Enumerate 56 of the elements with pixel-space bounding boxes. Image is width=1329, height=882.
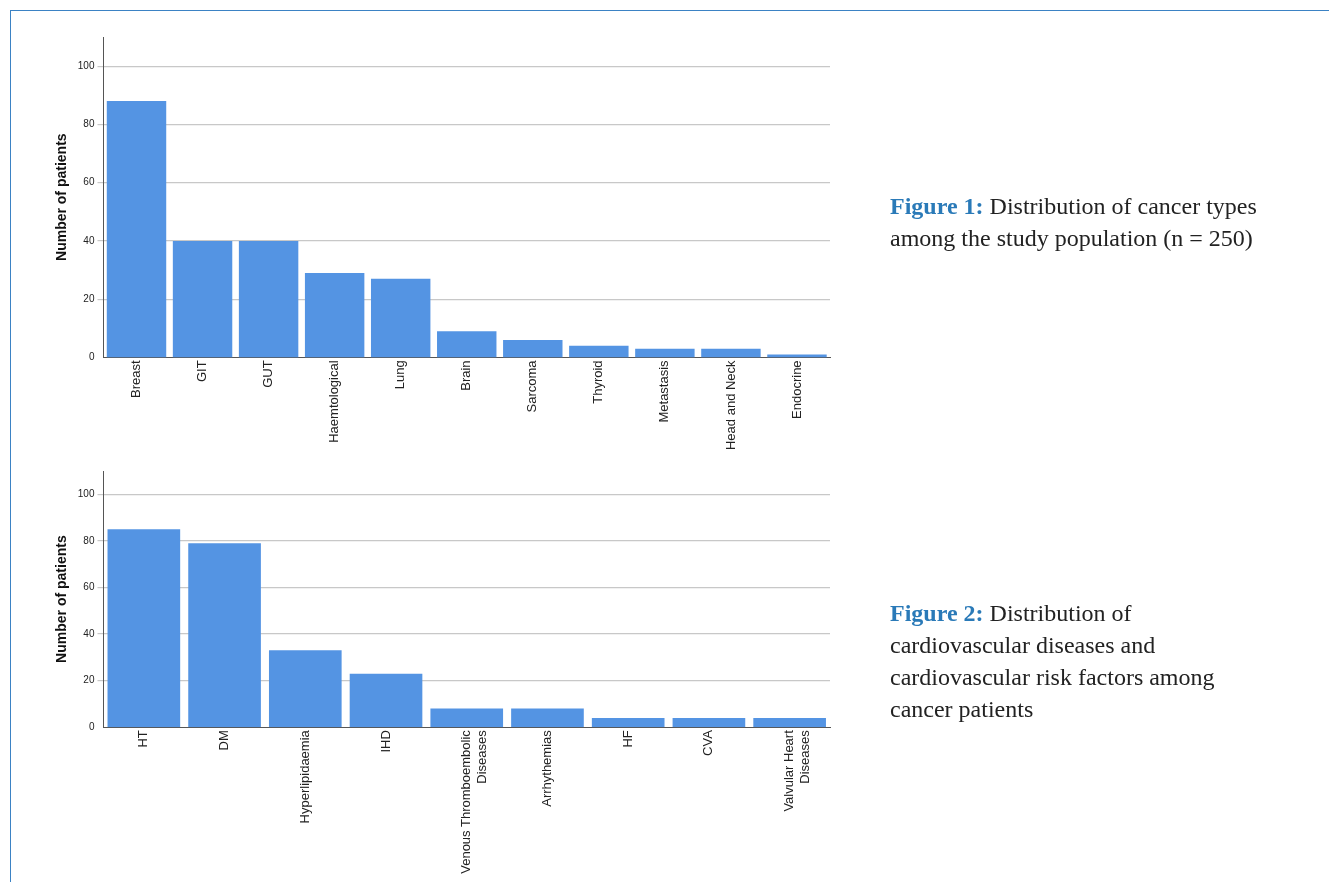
bar [188, 543, 261, 728]
bar [635, 348, 695, 358]
x-tick-label: Sarcoma [524, 359, 540, 413]
bar [701, 348, 761, 358]
x-tick-label: HT [135, 730, 151, 748]
y-tick-label: 40 [83, 234, 95, 246]
bar [591, 717, 665, 728]
y-tick-label: 60 [83, 581, 95, 593]
caption: Figure 2: Distribution of cardiovascular diseases and cardiovascular risk factors among cancer patients [890, 599, 1216, 724]
x-tick-label: Haemtological [326, 360, 342, 443]
y-tick-label: 80 [83, 534, 95, 546]
bar [437, 331, 497, 358]
x-tick-label: CVA [700, 729, 716, 756]
x-tick-label: DM [216, 730, 232, 751]
bar [172, 240, 233, 358]
x-tick-label: Breast [128, 360, 144, 398]
bar [672, 717, 746, 728]
y-tick-label: 0 [88, 720, 95, 732]
bar [107, 529, 181, 728]
bar [238, 240, 299, 358]
bar [767, 354, 827, 358]
caption: Figure 1: Distribution of cancer types among the study population (n = 250) [890, 192, 1258, 253]
x-tick-label: GIT [194, 360, 210, 383]
x-tick-label: Brain [458, 360, 474, 391]
bar [503, 339, 563, 358]
bar [268, 650, 342, 728]
bar [304, 272, 365, 358]
x-tick-label: HF [619, 730, 635, 748]
x-tick-label: Hyperlipidaemia [296, 729, 312, 824]
x-tick-label: Metastasis [656, 359, 672, 423]
x-tick-label: IHD [377, 730, 393, 753]
x-tick-label: GUT [260, 360, 276, 388]
bar [430, 708, 504, 728]
y-tick-label: 100 [77, 59, 95, 71]
y-tick-label: 0 [88, 351, 95, 363]
x-tick-label: Valvular Heart Diseases [781, 729, 812, 812]
y-tick-label: 80 [83, 118, 95, 130]
x-tick-label: Head and Neck [722, 359, 738, 451]
x-tick-label: Thyroid [590, 360, 606, 404]
y-axis-title: Number of patients [53, 133, 70, 261]
x-tick-label: Lung [392, 360, 408, 390]
x-tick-label: Arrhythemias [539, 729, 555, 807]
y-tick-label: 100 [77, 488, 95, 500]
bar [370, 278, 431, 358]
y-tick-label: 60 [83, 176, 95, 188]
x-tick-label: Venous Thromboembolic Diseases [458, 729, 489, 874]
y-axis-title: Number of patients [53, 535, 70, 663]
bar [511, 708, 584, 728]
y-tick-label: 40 [83, 627, 95, 639]
bar [753, 717, 826, 728]
x-tick-label: Endocrine [788, 360, 804, 419]
bar [106, 101, 167, 358]
bar [569, 345, 629, 358]
bar [349, 673, 423, 728]
y-tick-label: 20 [83, 292, 95, 304]
y-tick-label: 20 [83, 674, 95, 686]
